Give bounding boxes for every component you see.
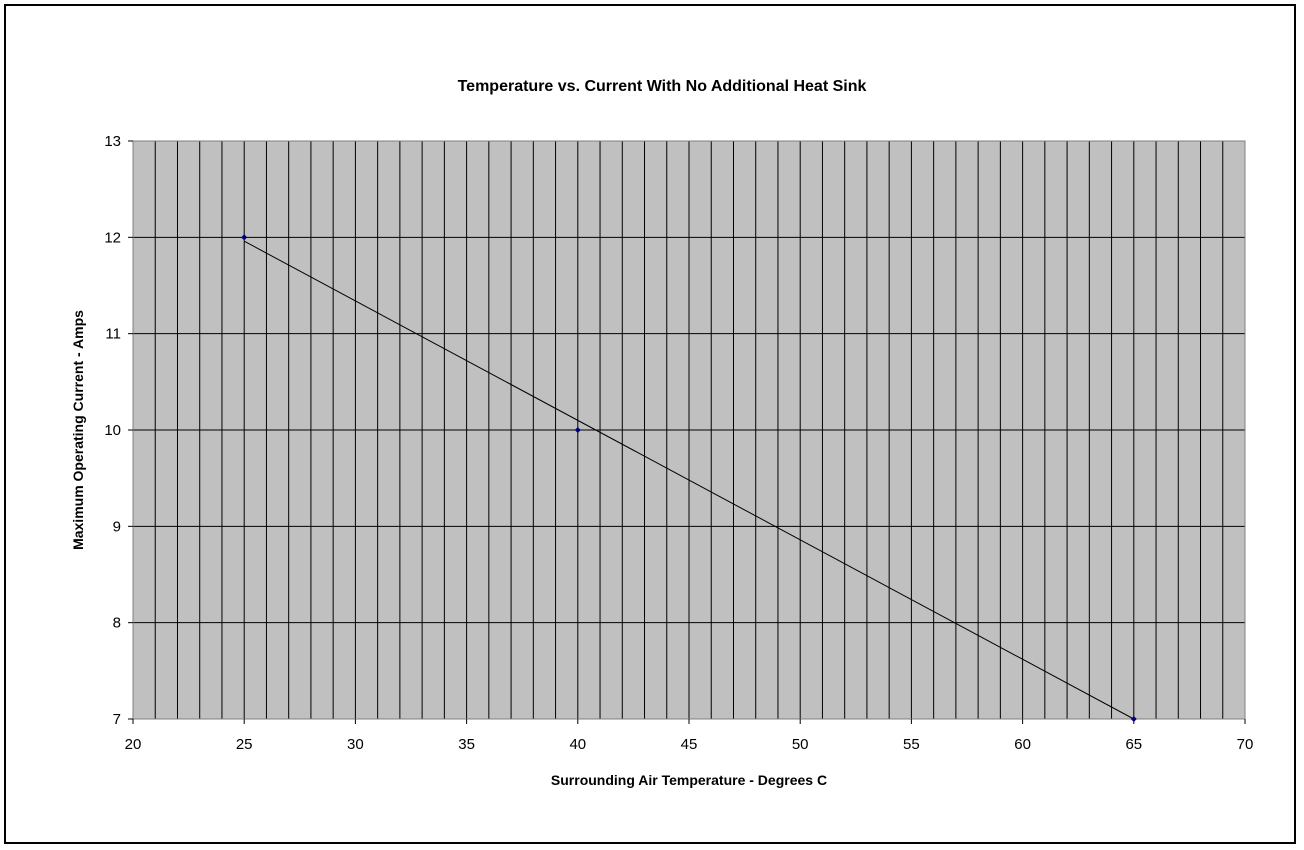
y-tick-label: 13 xyxy=(104,133,121,150)
y-tick-label: 7 xyxy=(113,711,121,728)
y-tick-label: 12 xyxy=(104,229,121,246)
x-tick-label: 65 xyxy=(1125,736,1142,753)
trendline-layer xyxy=(243,240,1135,720)
x-tick-label: 55 xyxy=(903,736,920,753)
y-tick-label: 10 xyxy=(104,422,121,439)
chart-title: Temperature vs. Current With No Addition… xyxy=(458,78,867,95)
data-point xyxy=(574,426,581,434)
x-tick-label: 60 xyxy=(1014,736,1031,753)
x-tick-label: 20 xyxy=(125,736,142,753)
x-tick-label: 35 xyxy=(458,736,475,753)
data-points-layer xyxy=(241,234,1137,723)
y-axis-ticks: 7 8 9 10 11 12 13 xyxy=(104,133,133,728)
y-tick-label: 11 xyxy=(105,326,121,343)
y-tick-label: 9 xyxy=(113,518,121,535)
x-axis-ticks: 20 25 30 35 40 45 50 55 60 65 70 xyxy=(125,719,1254,753)
data-point xyxy=(241,234,248,241)
x-tick-label: 25 xyxy=(236,736,253,753)
data-point xyxy=(1130,715,1137,723)
y-tick-label: 8 xyxy=(113,615,121,632)
x-tick-label: 50 xyxy=(792,736,809,753)
x-tick-label: 40 xyxy=(569,736,586,753)
x-axis-title: Surrounding Air Temperature - Degrees C xyxy=(551,772,827,788)
trendline xyxy=(243,240,1135,720)
x-tick-label: 45 xyxy=(681,736,698,753)
y-axis-title: Maximum Operating Current - Amps xyxy=(70,310,86,550)
x-tick-label: 30 xyxy=(347,736,364,753)
x-tick-label: 70 xyxy=(1237,736,1254,753)
